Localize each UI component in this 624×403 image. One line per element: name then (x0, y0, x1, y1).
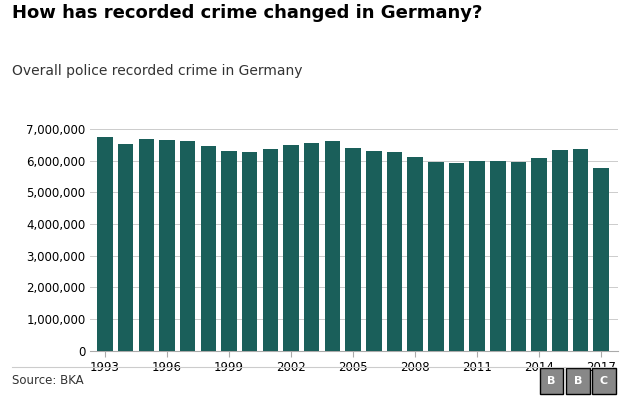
Bar (324, 141, 340, 351)
Bar (242, 152, 258, 351)
Text: B: B (547, 376, 556, 386)
Bar (200, 146, 216, 351)
Text: B: B (573, 376, 582, 386)
Bar (469, 161, 485, 351)
Bar (345, 148, 361, 351)
Bar (552, 150, 568, 351)
Bar (573, 149, 588, 351)
Text: Source: BKA: Source: BKA (12, 374, 84, 387)
Text: C: C (600, 376, 608, 386)
Bar (532, 158, 547, 351)
Bar (139, 139, 154, 351)
Bar (180, 141, 195, 351)
Bar (490, 161, 505, 351)
Bar (449, 163, 464, 351)
Bar (159, 140, 175, 351)
Bar (97, 137, 113, 351)
Bar (593, 168, 609, 351)
Bar (511, 162, 526, 351)
Bar (283, 145, 299, 351)
Bar (428, 162, 444, 351)
Bar (366, 151, 381, 351)
Text: Overall police recorded crime in Germany: Overall police recorded crime in Germany (12, 64, 303, 79)
Bar (118, 143, 134, 351)
Bar (304, 143, 319, 351)
Bar (263, 149, 278, 351)
Bar (387, 152, 402, 351)
Bar (222, 151, 236, 351)
Text: How has recorded crime changed in Germany?: How has recorded crime changed in German… (12, 4, 483, 22)
Bar (407, 157, 423, 351)
